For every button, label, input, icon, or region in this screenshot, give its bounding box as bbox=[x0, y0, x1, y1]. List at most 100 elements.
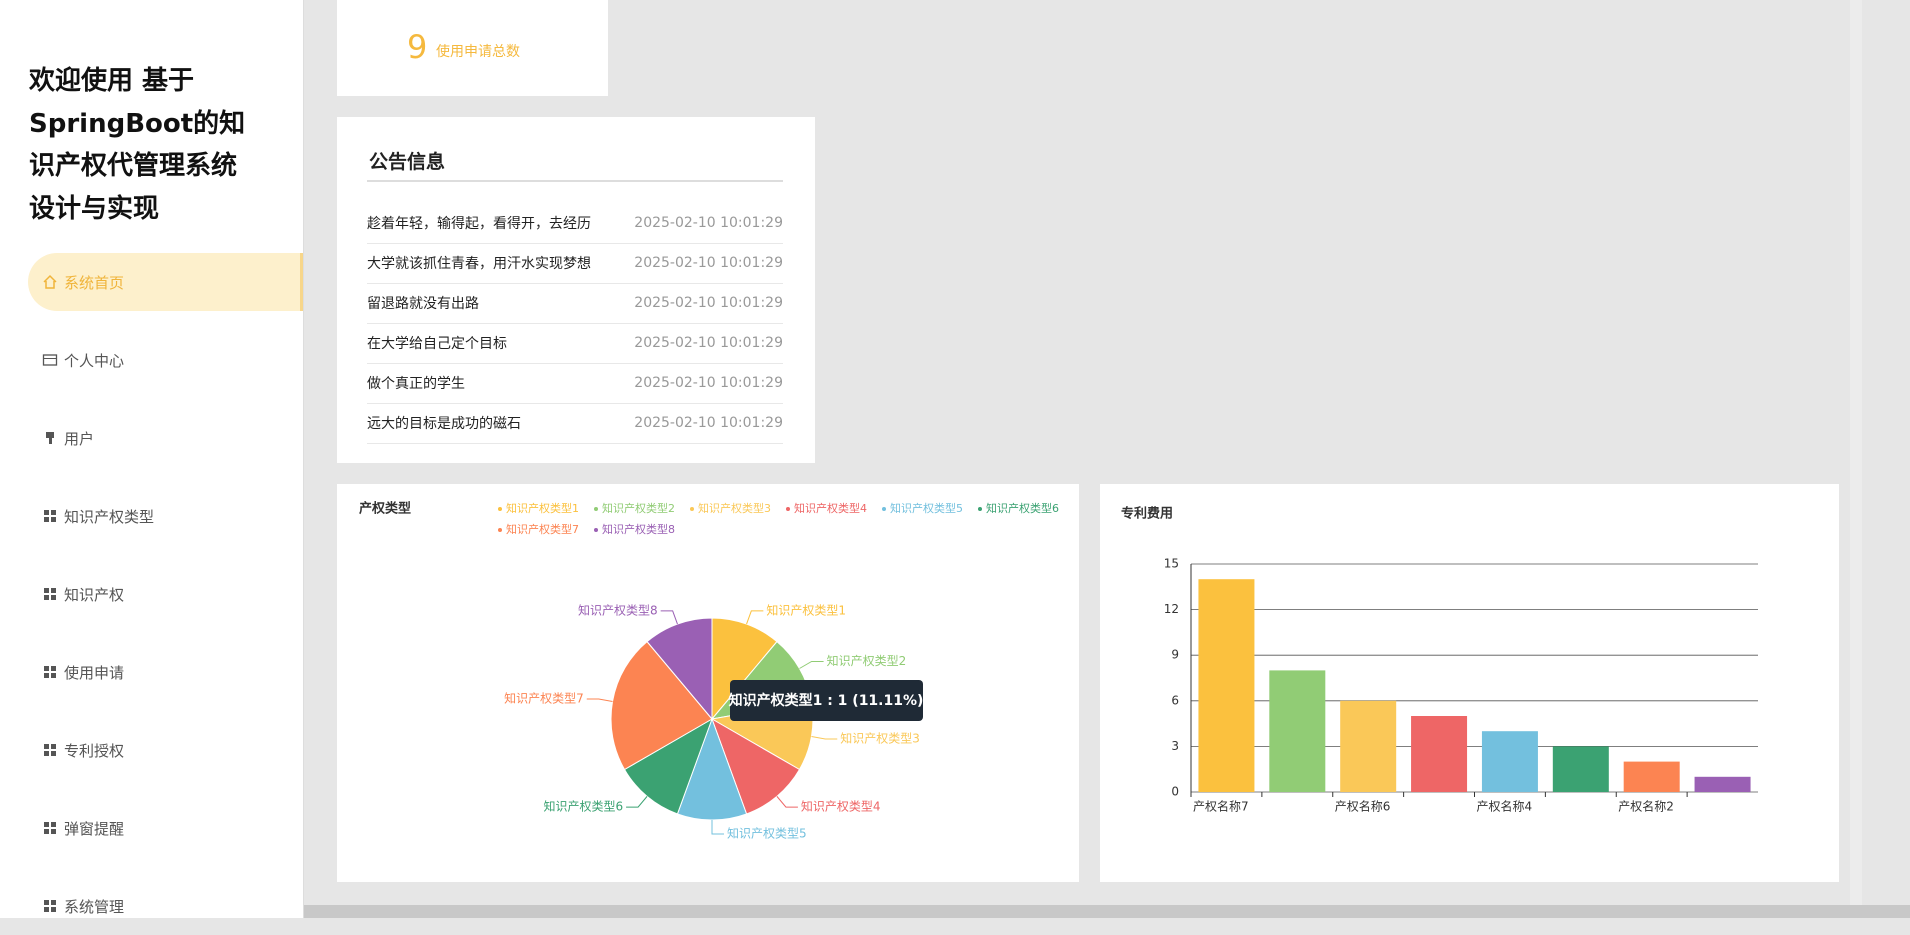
pie-slice[interactable] bbox=[610, 640, 713, 771]
bar[interactable] bbox=[1552, 746, 1609, 792]
menu-label[interactable]: 弹窗提醒 bbox=[64, 819, 125, 838]
notice-row[interactable]: 在大学给自己定个目标 2025-02-10 10:01:29 bbox=[367, 323, 783, 364]
pie-slice[interactable] bbox=[646, 617, 713, 721]
legend-dot[interactable] bbox=[594, 528, 598, 532]
app-title: 识产权代管理系统 bbox=[29, 151, 238, 181]
menu-label[interactable]: 知识产权类型 bbox=[64, 507, 155, 526]
menu-item[interactable]: 知识产权 bbox=[28, 565, 303, 623]
notice-text[interactable]: 在大学给自己定个目标 bbox=[367, 336, 507, 352]
notice-text[interactable]: 趁着年轻，输得起，看得开，去经历 bbox=[367, 216, 591, 232]
menu-item[interactable]: 系统管理 bbox=[28, 877, 303, 935]
notice-date: 2025-02-10 10:01:29 bbox=[634, 375, 783, 391]
menu-item[interactable]: 个人中心 bbox=[28, 331, 303, 389]
label-line bbox=[586, 698, 613, 702]
notice-title: 公告信息 bbox=[369, 151, 446, 173]
slice-label: 知识产权类型5 bbox=[727, 827, 807, 841]
stat-card: 9 使用申请总数 bbox=[337, 0, 608, 96]
notice-row[interactable]: 做个真正的学生 2025-02-10 10:01:29 bbox=[367, 363, 783, 404]
legend-dot[interactable] bbox=[690, 507, 694, 511]
chart-title: 专利费用 bbox=[1121, 506, 1173, 522]
notice-date: 2025-02-10 10:01:29 bbox=[634, 335, 783, 351]
legend-dot[interactable] bbox=[498, 507, 502, 511]
menu-icon bbox=[44, 744, 56, 756]
pie-slice[interactable] bbox=[623, 717, 713, 815]
notice-text[interactable]: 留退路就没有出路 bbox=[367, 296, 479, 312]
y-tick-label: 6 bbox=[1171, 693, 1179, 707]
legend-dot[interactable] bbox=[786, 507, 790, 511]
legend-label[interactable]: 知识产权类型6 bbox=[986, 501, 1059, 515]
label-line bbox=[711, 820, 724, 835]
legend-dot[interactable] bbox=[978, 507, 982, 511]
menu-item[interactable]: 知识产权类型 bbox=[28, 487, 303, 545]
y-tick-label: 15 bbox=[1164, 557, 1179, 571]
menu-item[interactable]: 弹窗提醒 bbox=[28, 799, 303, 857]
menu-item[interactable]: 使用申请 bbox=[28, 643, 303, 701]
menu-item[interactable]: 专利授权 bbox=[28, 721, 303, 779]
x-tick-label: 产权名称7 bbox=[1193, 799, 1249, 814]
menu-icon bbox=[46, 432, 54, 444]
pie-slice[interactable] bbox=[711, 617, 778, 721]
stat-label: 使用申请总数 bbox=[436, 44, 520, 60]
divider bbox=[367, 180, 783, 182]
legend-label[interactable]: 知识产权类型5 bbox=[890, 501, 963, 515]
app-title: SpringBoot的知 bbox=[29, 108, 246, 139]
bar[interactable] bbox=[1198, 579, 1255, 792]
pie-chart: 产权类型 知识产权类型1 知识产权类型2 知识产权类型3 知识产权类型4 知识产权类型5 知… bbox=[359, 501, 1059, 841]
x-tick-label: 产权名称4 bbox=[1477, 799, 1533, 814]
menu-label[interactable]: 系统管理 bbox=[64, 897, 125, 916]
notice-date: 2025-02-10 10:01:29 bbox=[634, 215, 783, 231]
legend-label[interactable]: 知识产权类型4 bbox=[794, 501, 867, 515]
legend-dot[interactable] bbox=[498, 528, 502, 532]
scrollbar-vertical[interactable] bbox=[1850, 0, 1862, 905]
app-title: 欢迎使用 基于 bbox=[29, 66, 195, 96]
pie-slice[interactable] bbox=[711, 717, 801, 815]
notice-row[interactable]: 留退路就没有出路 2025-02-10 10:01:29 bbox=[367, 283, 783, 324]
scrollbar[interactable] bbox=[304, 905, 1910, 918]
bar[interactable] bbox=[1481, 731, 1538, 792]
pie-slice[interactable] bbox=[676, 717, 748, 821]
notice-text[interactable]: 大学就该抓住青春，用汗水实现梦想 bbox=[367, 256, 591, 272]
legend-label[interactable]: 知识产权类型1 bbox=[506, 501, 579, 515]
notice-row[interactable]: 大学就该抓住青春，用汗水实现梦想 2025-02-10 10:01:29 bbox=[367, 243, 783, 284]
slice-label: 知识产权类型2 bbox=[827, 654, 907, 668]
legend-dot[interactable] bbox=[594, 507, 598, 511]
tooltip-box bbox=[730, 680, 923, 721]
menu-label[interactable]: 知识产权 bbox=[64, 585, 125, 604]
bar-card: 专利费用 0 3 6 9 12 15 产权名称7 产权名称6 产权名称4 产权名称2 bbox=[1100, 484, 1839, 882]
bar[interactable] bbox=[1269, 670, 1326, 792]
y-tick-label: 0 bbox=[1171, 785, 1179, 799]
legend-label[interactable]: 知识产权类型7 bbox=[506, 522, 579, 536]
bar[interactable] bbox=[1411, 716, 1468, 792]
menu-icon bbox=[42, 354, 58, 366]
legend-dot[interactable] bbox=[882, 507, 886, 511]
notice-card: 公告信息 趁着年轻，输得起，看得开，去经历 2025-02-10 10:01:29… bbox=[337, 117, 815, 463]
menu-icon bbox=[44, 510, 56, 522]
notice-text[interactable]: 做个真正的学生 bbox=[367, 376, 465, 392]
menu-label[interactable]: 使用申请 bbox=[64, 663, 125, 682]
menu-item[interactable]: 用户 bbox=[28, 409, 303, 467]
legend-label[interactable]: 知识产权类型2 bbox=[602, 501, 675, 515]
label-line bbox=[626, 796, 648, 808]
notice-row[interactable]: 趁着年轻，输得起，看得开，去经历 2025-02-10 10:01:29 bbox=[367, 203, 783, 244]
notice-row[interactable]: 远大的目标是成功的磁石 2025-02-10 10:01:29 bbox=[367, 403, 783, 444]
menu-label[interactable]: 专利授权 bbox=[64, 741, 125, 760]
slice-label: 知识产权类型7 bbox=[504, 692, 584, 706]
menu-label[interactable]: 用户 bbox=[64, 429, 95, 448]
legend-label[interactable]: 知识产权类型3 bbox=[698, 501, 771, 515]
y-tick-label: 9 bbox=[1171, 648, 1179, 662]
label-line bbox=[776, 796, 798, 808]
x-tick-label: 产权名称2 bbox=[1618, 799, 1674, 814]
notice-text[interactable]: 远大的目标是成功的磁石 bbox=[367, 416, 521, 432]
x-tick-label: 产权名称6 bbox=[1335, 799, 1391, 814]
notice-date: 2025-02-10 10:01:29 bbox=[634, 295, 783, 311]
bar[interactable] bbox=[1623, 761, 1680, 792]
bar[interactable] bbox=[1340, 700, 1397, 792]
notice-date: 2025-02-10 10:01:29 bbox=[634, 415, 783, 431]
menu-label[interactable]: 系统首页 bbox=[64, 273, 125, 292]
menu-label[interactable]: 个人中心 bbox=[64, 351, 125, 370]
bar[interactable] bbox=[1694, 776, 1751, 792]
slice-label: 知识产权类型4 bbox=[801, 800, 881, 814]
slice-label: 知识产权类型3 bbox=[840, 731, 920, 745]
legend-label[interactable]: 知识产权类型8 bbox=[602, 522, 675, 536]
menu-item[interactable]: 系统首页 bbox=[28, 253, 303, 311]
